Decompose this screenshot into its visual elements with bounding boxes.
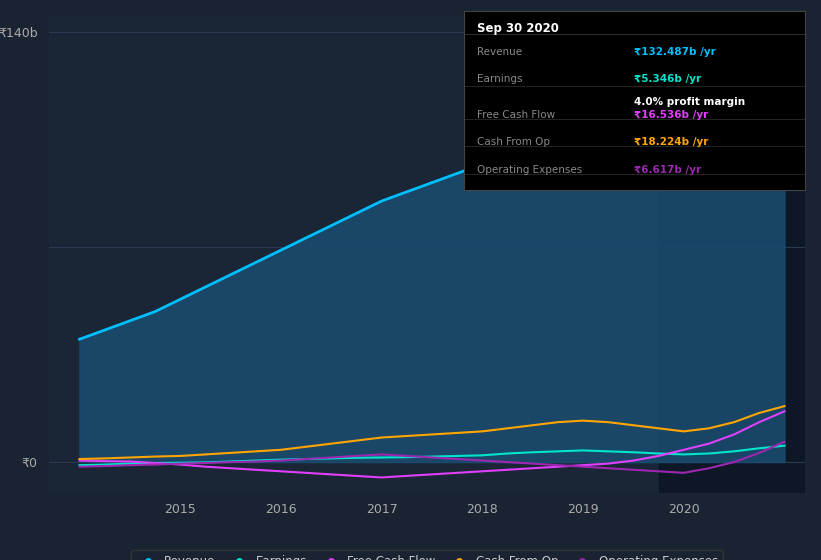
Text: Cash From Op: Cash From Op xyxy=(478,137,551,147)
Text: ₹132.487b /yr: ₹132.487b /yr xyxy=(635,47,716,57)
Text: Revenue: Revenue xyxy=(478,47,523,57)
Text: ₹5.346b /yr: ₹5.346b /yr xyxy=(635,74,701,84)
Legend: Revenue, Earnings, Free Cash Flow, Cash From Op, Operating Expenses: Revenue, Earnings, Free Cash Flow, Cash … xyxy=(131,550,722,560)
Text: ₹16.536b /yr: ₹16.536b /yr xyxy=(635,110,709,120)
Text: Operating Expenses: Operating Expenses xyxy=(478,165,583,175)
Bar xyxy=(658,17,805,493)
Text: Free Cash Flow: Free Cash Flow xyxy=(478,110,556,120)
Text: ₹6.617b /yr: ₹6.617b /yr xyxy=(635,165,701,175)
Text: Earnings: Earnings xyxy=(478,74,523,84)
Text: Sep 30 2020: Sep 30 2020 xyxy=(478,22,559,35)
Text: 4.0% profit margin: 4.0% profit margin xyxy=(635,97,745,107)
Text: ₹18.224b /yr: ₹18.224b /yr xyxy=(635,137,709,147)
